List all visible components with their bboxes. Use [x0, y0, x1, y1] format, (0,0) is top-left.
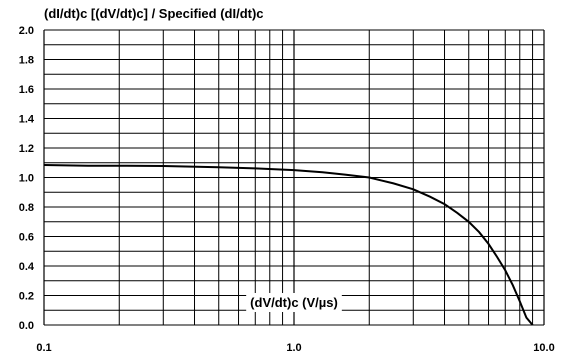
grid — [43, 29, 545, 326]
x-tick-label: 10.0 — [533, 342, 554, 354]
y-tick-label: 0.0 — [19, 320, 34, 332]
y-tick-label: 0.6 — [19, 232, 34, 244]
y-tick-label: 1.0 — [19, 173, 34, 185]
y-tick-label: 2.0 — [19, 25, 34, 37]
chart-title: (dI/dt)c [(dV/dt)c] / Specified (dI/dt)c — [44, 6, 264, 21]
y-tick-label: 0.8 — [19, 202, 34, 214]
series-line — [43, 164, 534, 326]
x-axis-label: (dV/dt)c (V/µs) — [250, 295, 338, 310]
tick-labels: 0.0 0.2 0.4 0.6 0.8 1.0 1.2 1.4 1.6 1.8 2.0 0.1 1.0 1… — [19, 25, 555, 354]
x-tick-label: 1.0 — [286, 342, 301, 354]
y-tick-label: 1.2 — [19, 143, 34, 155]
y-tick-label: 0.4 — [19, 261, 35, 273]
x-axis-label-box — [246, 293, 342, 312]
y-tick-label: 1.6 — [19, 84, 34, 96]
y-tick-label: 0.2 — [19, 291, 34, 303]
x-tick-label: 0.1 — [36, 342, 51, 354]
y-tick-label: 1.4 — [19, 114, 35, 126]
y-tick-label: 1.8 — [19, 55, 34, 67]
